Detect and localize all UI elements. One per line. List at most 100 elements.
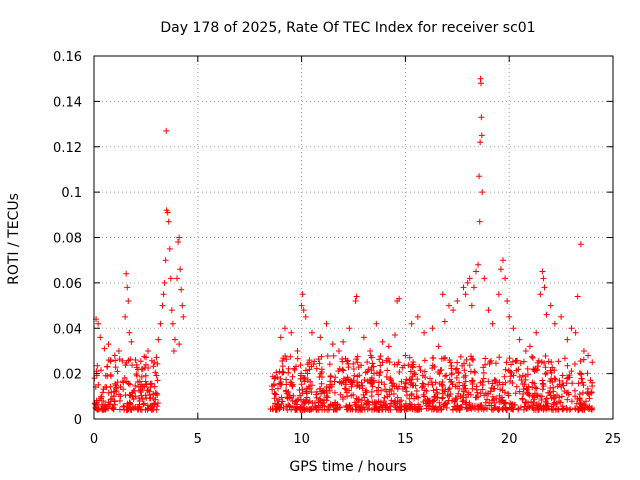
data-point <box>385 343 392 350</box>
data-point <box>344 374 351 381</box>
data-point <box>415 394 422 401</box>
data-point <box>541 284 548 291</box>
data-point <box>385 406 392 413</box>
data-point <box>98 393 105 400</box>
data-point <box>425 399 432 406</box>
y-tick-label: 0.02 <box>53 368 82 383</box>
data-point <box>364 359 371 366</box>
data-point <box>486 360 493 367</box>
data-point <box>147 395 154 402</box>
data-point <box>384 367 391 374</box>
data-point <box>95 381 102 388</box>
data-point <box>386 391 393 398</box>
data-point <box>325 406 332 413</box>
data-point <box>551 375 558 382</box>
data-point <box>558 313 565 320</box>
data-point <box>529 379 536 386</box>
data-point <box>121 374 128 381</box>
data-point <box>127 400 134 407</box>
data-point <box>568 368 575 375</box>
data-point <box>511 401 518 408</box>
data-point <box>130 396 137 403</box>
data-point <box>380 402 387 409</box>
data-point <box>100 386 107 393</box>
data-point <box>425 381 432 388</box>
data-point <box>132 357 139 364</box>
data-point <box>537 392 544 399</box>
data-point <box>95 320 102 327</box>
data-point <box>298 381 305 388</box>
data-point <box>340 338 347 345</box>
data-point <box>350 365 357 372</box>
data-point <box>445 397 452 404</box>
data-point <box>555 358 562 365</box>
data-point <box>442 386 449 393</box>
data-point <box>512 358 519 365</box>
data-point <box>564 375 571 382</box>
data-point <box>144 347 151 354</box>
data-point <box>170 347 177 354</box>
data-point <box>493 395 500 402</box>
data-point <box>371 399 378 406</box>
chart-title: Day 178 of 2025, Rate Of TEC Index for r… <box>160 20 535 36</box>
y-tick-label: 0.04 <box>53 322 82 337</box>
data-point <box>537 291 544 298</box>
data-point <box>533 392 540 399</box>
data-point <box>155 399 162 406</box>
data-point <box>303 388 310 395</box>
data-point <box>529 354 536 361</box>
data-point <box>406 354 413 361</box>
data-point <box>273 369 280 376</box>
data-point <box>97 367 104 374</box>
data-point <box>410 358 417 365</box>
data-point <box>436 403 443 410</box>
data-point <box>510 325 517 332</box>
data-point <box>122 313 129 320</box>
data-point <box>299 291 306 298</box>
data-point <box>451 398 458 405</box>
data-point <box>297 392 304 399</box>
data-point <box>338 380 345 387</box>
data-point <box>283 356 290 363</box>
data-point <box>563 389 570 396</box>
data-point <box>368 367 375 374</box>
data-point <box>285 369 292 376</box>
data-point <box>174 275 181 282</box>
data-point <box>564 406 571 413</box>
data-point <box>166 245 173 252</box>
data-point <box>346 325 353 332</box>
data-point <box>522 376 529 383</box>
data-point <box>450 307 457 314</box>
data-point <box>406 395 413 402</box>
data-point <box>175 239 182 246</box>
data-point <box>548 376 555 383</box>
data-point <box>448 363 455 370</box>
data-point <box>367 347 374 354</box>
data-point <box>516 336 523 343</box>
data-point <box>425 405 432 412</box>
data-point <box>549 364 556 371</box>
data-point <box>499 397 506 404</box>
data-point <box>128 406 135 413</box>
data-point <box>561 355 568 362</box>
data-point <box>152 396 159 403</box>
data-point <box>499 257 506 264</box>
data-point <box>132 382 139 389</box>
data-point <box>361 377 368 384</box>
data-point <box>299 404 306 411</box>
data-point <box>408 376 415 383</box>
data-point <box>533 385 540 392</box>
data-point <box>476 218 483 225</box>
data-point <box>429 398 436 405</box>
data-point <box>388 387 395 394</box>
data-point <box>293 363 300 370</box>
data-point <box>539 377 546 384</box>
data-point <box>531 366 538 373</box>
data-point <box>470 284 477 291</box>
data-point <box>409 373 416 380</box>
data-point <box>273 391 280 398</box>
data-point <box>463 356 470 363</box>
data-point <box>303 397 310 404</box>
y-tick-label: 0 <box>74 413 82 428</box>
data-point <box>521 406 528 413</box>
